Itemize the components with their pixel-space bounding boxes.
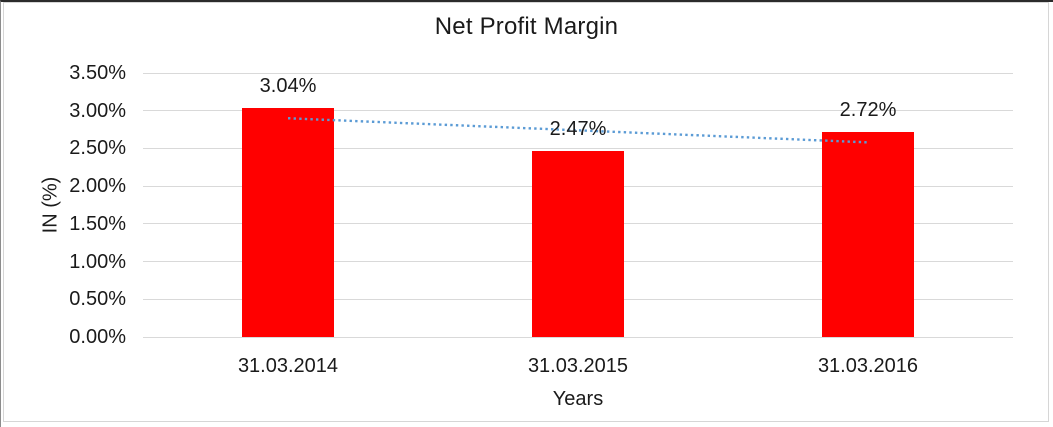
gridline: [143, 336, 1013, 338]
chart-title: Net Profit Margin: [434, 13, 619, 40]
data-label: 2.47%: [549, 117, 607, 140]
gridline: [143, 72, 1013, 74]
y-axis-tick-label: 3.50%: [69, 62, 126, 84]
trendline: [287, 117, 869, 144]
data-label: 2.72%: [839, 98, 897, 121]
y-axis-tick-label: 2.50%: [69, 137, 126, 160]
bar-31.03.2015: [532, 150, 624, 337]
x-axis-tick-label: 31.03.2014: [237, 355, 339, 377]
x-axis-tick-labels: 31.03.2014 31.03.2015 31.03.2016: [143, 355, 1013, 379]
y-axis-tick-label: 0.50%: [69, 288, 126, 311]
x-axis-tick-label: 31.03.2015: [527, 355, 629, 377]
y-axis-tick-label: 1.00%: [69, 250, 126, 273]
y-axis-tick-label: 2.00%: [69, 175, 126, 198]
gridline: [143, 110, 1013, 112]
x-axis-tick-label: 31.03.2016: [817, 355, 919, 377]
y-axis-tick-label: 1.50%: [69, 212, 126, 235]
bar-31.03.2016: [822, 131, 914, 337]
y-axis-tick-labels: 0.00% 0.50% 1.00% 1.50% 2.00% 2.50% 3.00% 3.50%: [0, 62, 126, 348]
data-label: 3.04%: [259, 74, 317, 97]
x-axis-title: Years: [552, 388, 604, 410]
y-axis-tick-label: 0.00%: [69, 326, 126, 348]
gridline: [143, 147, 1013, 149]
plot-area: 3.04% 2.47% 2.72%: [143, 72, 1013, 338]
y-axis-tick-label: 3.00%: [69, 99, 126, 122]
bar-31.03.2014: [242, 107, 334, 337]
